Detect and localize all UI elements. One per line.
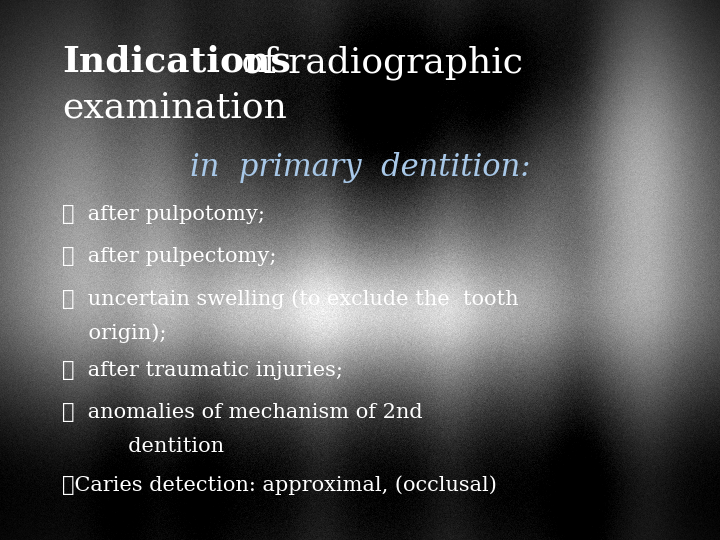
Text: dentition: dentition: [62, 437, 224, 456]
Text: ঁ  after pulpotomy;: ঁ after pulpotomy;: [62, 205, 265, 224]
Text: origin);: origin);: [62, 323, 166, 343]
Text: examination: examination: [62, 90, 287, 124]
Text: Indications: Indications: [62, 45, 291, 79]
Text: ঁ  anomalies of mechanism of 2nd: ঁ anomalies of mechanism of 2nd: [62, 403, 423, 422]
Text: ঁ  after pulpectomy;: ঁ after pulpectomy;: [62, 247, 276, 266]
Text: ঁ  after traumatic injuries;: ঁ after traumatic injuries;: [62, 361, 343, 380]
Text: ঁ  uncertain swelling (to exclude the  tooth: ঁ uncertain swelling (to exclude the too…: [62, 289, 518, 309]
Text: of radiographic: of radiographic: [230, 45, 523, 79]
Text: in  primary  dentition:: in primary dentition:: [190, 152, 530, 183]
Text: ঁCaries detection: approximal, (occlusal): ঁCaries detection: approximal, (occlusal…: [62, 475, 497, 495]
